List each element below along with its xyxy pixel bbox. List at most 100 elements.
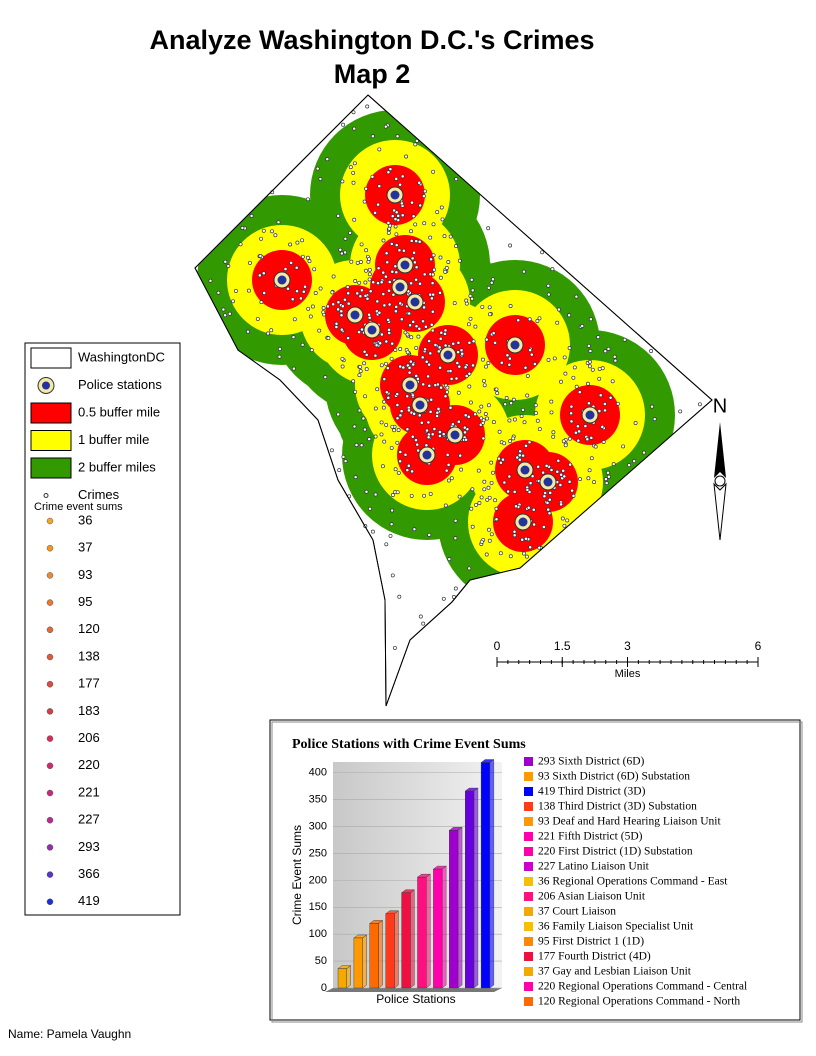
crime-point — [439, 385, 444, 390]
crime-point — [410, 200, 414, 205]
crime-point — [444, 468, 449, 473]
station-core — [543, 477, 553, 487]
crime-point — [367, 256, 371, 261]
crime-point — [415, 442, 420, 447]
crime-point — [467, 340, 472, 345]
north-arrow: N — [713, 395, 727, 541]
crime-point — [345, 285, 350, 289]
crime-point — [362, 361, 367, 366]
crime-point — [399, 201, 404, 206]
station-core — [367, 325, 377, 335]
crime-point — [340, 364, 345, 369]
crime-point — [379, 420, 384, 425]
crime-point — [477, 501, 482, 505]
crime-point — [596, 335, 601, 340]
crime-point — [417, 413, 422, 418]
bar — [480, 762, 491, 989]
crime-point — [339, 309, 344, 314]
crime-point — [430, 281, 435, 286]
crime-point — [627, 463, 632, 468]
crime-point — [555, 320, 560, 325]
bar — [369, 923, 379, 989]
crime-point — [601, 440, 606, 444]
crime-point — [491, 420, 496, 425]
crime-point — [377, 147, 382, 152]
legend-swatch — [30, 347, 72, 369]
crime-point — [457, 258, 462, 263]
crime-point — [473, 324, 478, 329]
crime-point — [422, 272, 427, 277]
crime-point — [378, 341, 383, 346]
crime-point — [561, 439, 566, 444]
crime-point — [318, 177, 323, 181]
crime-point — [387, 226, 392, 231]
crime-point — [458, 453, 463, 458]
crime-point — [364, 352, 369, 357]
crime-point — [389, 356, 394, 361]
crime-point — [398, 347, 403, 351]
crime-point — [336, 213, 341, 218]
crime-point — [570, 488, 575, 493]
bar-side — [489, 759, 495, 989]
crime-point — [337, 468, 342, 473]
north-arrow-tail — [713, 482, 727, 541]
crime-point — [482, 383, 487, 388]
legend-sum-label: 37 — [78, 540, 92, 555]
crime-point — [487, 527, 491, 532]
crime-point — [457, 364, 462, 369]
crime-point — [326, 336, 331, 341]
crime-point — [413, 222, 418, 227]
crime-point — [430, 432, 435, 437]
crime-point — [527, 317, 532, 322]
crime-point — [437, 434, 442, 438]
crime-point — [388, 533, 393, 538]
crime-point — [430, 328, 435, 333]
crime-point — [426, 435, 431, 440]
chart: Police Stations with Crime Event Sums 0 50… — [290, 737, 747, 1007]
crime-point — [413, 142, 418, 147]
crime-point — [535, 319, 540, 323]
legend-swatch — [30, 430, 72, 451]
crime-point — [386, 220, 391, 225]
crime-point — [592, 480, 597, 485]
bar-side — [378, 920, 383, 989]
crime-point — [410, 469, 415, 474]
crime-point — [633, 421, 638, 425]
crime-point — [376, 266, 381, 271]
crime-point — [431, 222, 436, 227]
crime-point — [523, 365, 528, 370]
crime-point — [305, 255, 310, 260]
chart-legend-label: 95 First District 1 (1D) — [538, 936, 644, 948]
crime-point — [541, 470, 546, 475]
crime-point — [417, 180, 422, 185]
crime-point — [427, 362, 432, 367]
legend-sum-dot — [46, 898, 54, 906]
crime-point — [339, 313, 344, 318]
crime-point — [507, 418, 512, 423]
crime-point — [384, 251, 389, 256]
crime-point — [542, 494, 547, 499]
y-tick-label: 350 — [309, 794, 327, 806]
crime-point — [395, 134, 400, 139]
crime-point — [559, 472, 564, 477]
crime-point — [339, 251, 344, 256]
crime-point — [550, 267, 555, 272]
legend-sum-label: 206 — [78, 730, 100, 745]
crime-point — [389, 522, 394, 527]
crime-point — [493, 498, 498, 503]
bar — [433, 868, 443, 989]
crime-point — [397, 594, 402, 599]
crime-point — [428, 409, 433, 414]
crime-point — [580, 324, 585, 328]
chart-legend-swatch — [524, 802, 533, 811]
title: Analyze Washington D.C.'s Crimes Map 2 — [150, 25, 595, 89]
crime-point — [399, 409, 404, 414]
crime-point — [414, 138, 419, 143]
crime-point — [231, 299, 235, 304]
crime-point — [438, 255, 443, 260]
crime-point — [545, 500, 550, 505]
crime-point — [524, 443, 528, 448]
crime-point — [502, 480, 507, 485]
crime-point — [375, 299, 380, 304]
crime-point — [466, 414, 471, 419]
